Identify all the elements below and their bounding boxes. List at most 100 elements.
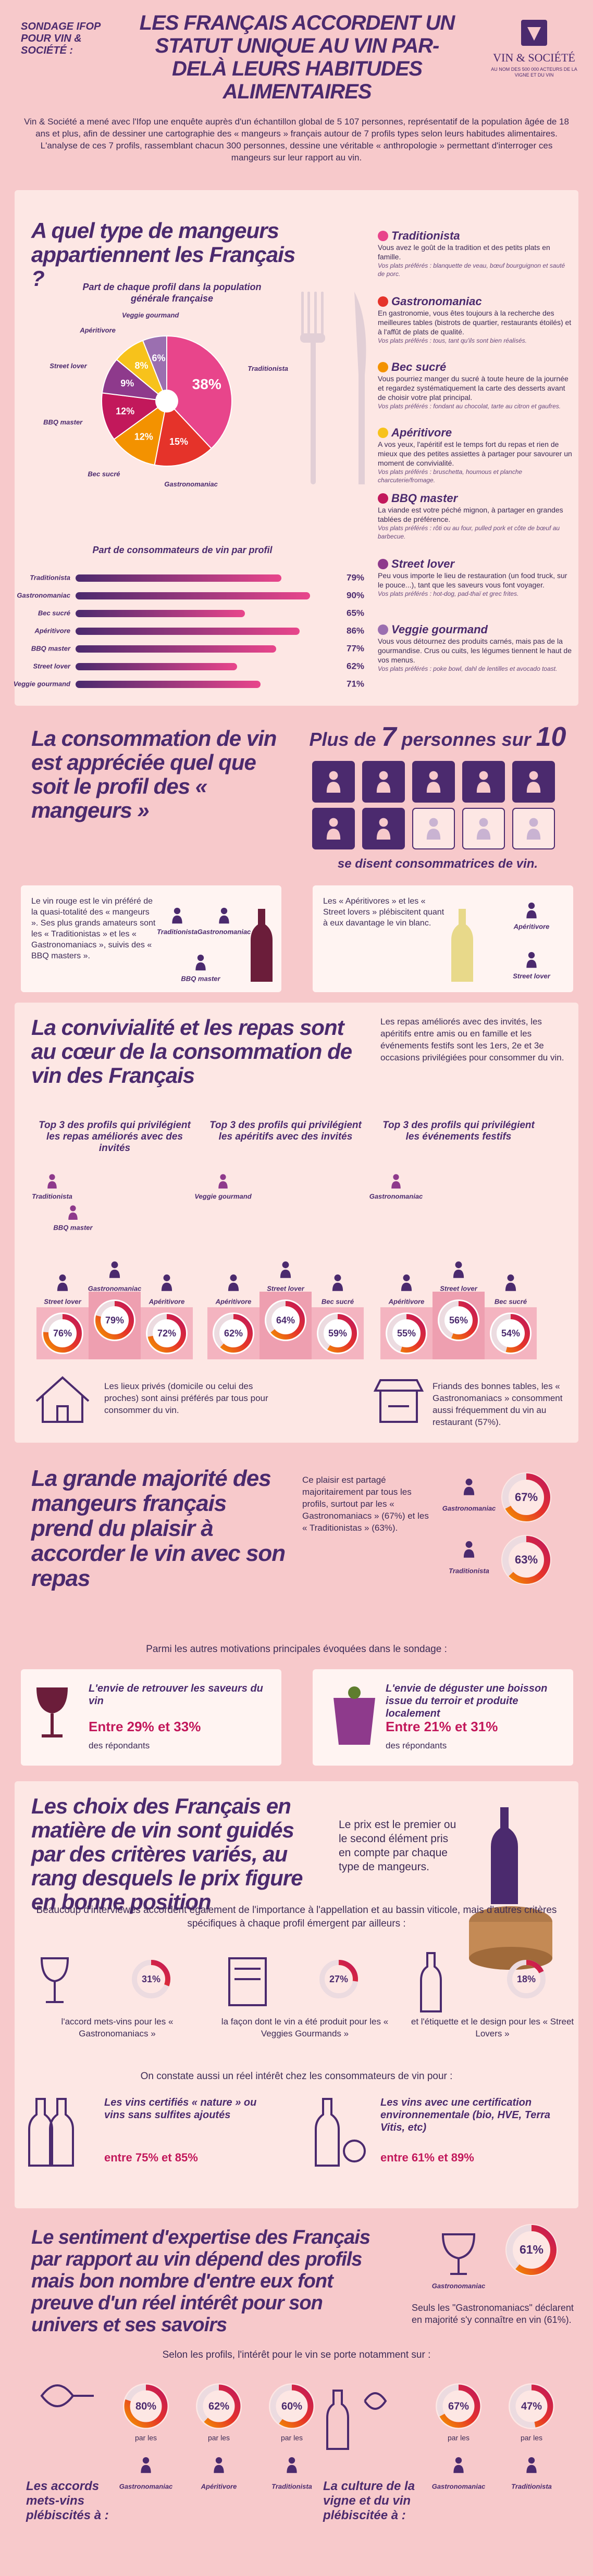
icon-head xyxy=(329,771,338,780)
profile-dishes: Vos plats préférés : tous, tant qu'ils s… xyxy=(378,337,527,344)
icon-body xyxy=(453,2465,464,2473)
interest-title: Les vins avec une certification environn… xyxy=(380,2097,551,2133)
donut-arc xyxy=(437,2384,480,2428)
icon-body xyxy=(214,2465,224,2473)
icon-body xyxy=(476,782,491,793)
box-text: Le vin rouge est le vin préféré de la qu… xyxy=(31,897,156,960)
profile-label: BBQ master xyxy=(53,1223,93,1231)
person-icon xyxy=(218,1174,228,1189)
icon-head xyxy=(528,902,535,909)
podium-name: Gastronomaniac xyxy=(88,1284,142,1292)
section-text: Ce plaisir est partagé majoritairement p… xyxy=(302,1475,429,1533)
profile-name: BBQ master xyxy=(391,492,458,505)
donut-arc xyxy=(502,1473,550,1521)
bar-value: 90% xyxy=(347,590,364,600)
person-icon xyxy=(526,902,537,919)
donut-arc xyxy=(270,2384,314,2428)
donut-arc xyxy=(124,2384,168,2428)
profile-label: Street lover xyxy=(513,972,550,980)
donut-bg xyxy=(501,1472,551,1522)
pie-slice xyxy=(154,399,212,467)
profile-label: Veggie gourmand xyxy=(194,1192,252,1200)
card xyxy=(15,1003,578,1443)
donut-arc xyxy=(197,2384,241,2428)
icon-body xyxy=(526,2465,537,2473)
bar-value: 62% xyxy=(347,661,364,671)
profile: Traditionista Vous avez le goût de la tra… xyxy=(378,229,573,278)
icon-head xyxy=(59,1274,66,1281)
icon-head xyxy=(528,2457,535,2464)
criteria-text: et l'étiquette et le design pour les « S… xyxy=(411,2017,574,2039)
donut-arc xyxy=(318,1314,357,1353)
box-text: Les « Apéritivores » et les « Street lov… xyxy=(323,897,444,928)
section-text: Beaucoup d'interviewés accordent égaleme… xyxy=(36,1905,557,1929)
icon-head xyxy=(174,907,181,915)
profile-dishes: Vos plats préférés : bruschetta, houmous… xyxy=(378,468,523,484)
person-icon xyxy=(526,2457,537,2473)
icon-body xyxy=(195,962,206,971)
icon-head xyxy=(379,818,388,827)
icon-body xyxy=(219,915,229,924)
headline: Plus de 7 personnes sur 10 xyxy=(297,721,578,753)
bar-category: Veggie gourmand xyxy=(14,680,71,687)
podium-name: Bec sucré xyxy=(495,1297,527,1305)
profile-icon xyxy=(378,624,388,635)
donut-name: Traditionista xyxy=(449,1567,489,1574)
icon-head xyxy=(220,1174,226,1180)
profile-description: Vous vous détournez des produits carnés,… xyxy=(378,637,572,664)
person-icon xyxy=(426,818,441,840)
bar-category: BBQ master xyxy=(31,644,71,652)
icon-body xyxy=(287,2465,297,2473)
donut-bg xyxy=(501,1535,551,1585)
bar xyxy=(76,645,276,653)
column-title: Top 3 des profils qui privilégient les é… xyxy=(382,1120,535,1142)
person-icon xyxy=(326,818,341,840)
donut-arc xyxy=(506,2225,557,2275)
icon-head xyxy=(479,818,488,827)
donut-label: 62% xyxy=(224,1328,243,1339)
icon-body xyxy=(426,829,441,840)
icon-body xyxy=(376,829,391,840)
logo-tagline: AU NOM DES 500 000 ACTEURS DE LA VIGNE E… xyxy=(491,67,577,78)
person-icon xyxy=(228,1274,239,1291)
note: Friands des bonnes tables, les « Gastron… xyxy=(433,1381,563,1427)
person-icon xyxy=(476,818,491,840)
profile-dishes: Vos plats préférés : blanquette de veau,… xyxy=(378,262,565,278)
profile-name: Veggie gourmand xyxy=(391,623,488,636)
group-title: Les accords mets-vins plébiscités à : xyxy=(26,2479,109,2522)
logo-glyph xyxy=(527,27,541,41)
section-title: Les choix des Français en matière de vin… xyxy=(31,1794,303,1914)
bar-category: Gastronomaniac xyxy=(17,591,70,599)
donut-arc xyxy=(510,2384,553,2428)
donut-name: Gastronomaniac xyxy=(432,2482,486,2490)
donut-arc xyxy=(387,1314,426,1353)
profile-icon xyxy=(378,362,388,372)
icon-body xyxy=(401,1282,412,1291)
profile: Bec sucré Vous pourriez manger du sucré à… xyxy=(378,360,573,410)
donut-name: Apéritivore xyxy=(201,2482,237,2490)
slice-label: 15% xyxy=(169,436,188,447)
donut-label: 27% xyxy=(329,1974,348,1984)
slice-category: Traditionista xyxy=(248,365,288,372)
icon-body xyxy=(476,829,491,840)
person-icon xyxy=(463,1541,475,1558)
house-icon xyxy=(35,1376,90,1423)
profile-description: Vous avez le goût de la tradition et des… xyxy=(378,243,550,261)
person-icon xyxy=(476,771,491,793)
note: Les lieux privés (domicile ou celui des … xyxy=(104,1381,268,1415)
profile-description: La viande est votre péché mignon, à part… xyxy=(378,506,563,523)
donut-label: 47% xyxy=(521,2400,542,2412)
donut-label: 63% xyxy=(515,1553,538,1566)
info-box xyxy=(21,1669,281,1766)
podium-name: Apéritivore xyxy=(215,1297,252,1305)
profile-icon xyxy=(378,428,388,438)
profile-name: Bec sucré xyxy=(391,360,447,373)
person-icon xyxy=(526,818,541,840)
person-icon xyxy=(526,771,541,793)
person-icon xyxy=(453,2457,464,2473)
profile-name: Gastronomaniac xyxy=(391,295,482,308)
profile-description: Peu vous importe le lieu de restauration… xyxy=(378,571,567,589)
motivation-detail: Entre 21% et 31% xyxy=(386,1719,498,1734)
headline-text: Plus de xyxy=(309,729,376,750)
profile-description: En gastronomie, vous êtes toujours à la … xyxy=(378,309,572,336)
